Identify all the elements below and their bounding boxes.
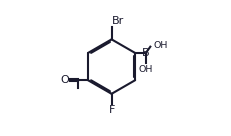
Text: Br: Br: [112, 16, 124, 26]
Text: OH: OH: [138, 65, 152, 74]
Text: B: B: [141, 48, 149, 58]
Text: F: F: [108, 105, 114, 115]
Text: OH: OH: [153, 41, 167, 50]
Text: O: O: [60, 75, 69, 85]
